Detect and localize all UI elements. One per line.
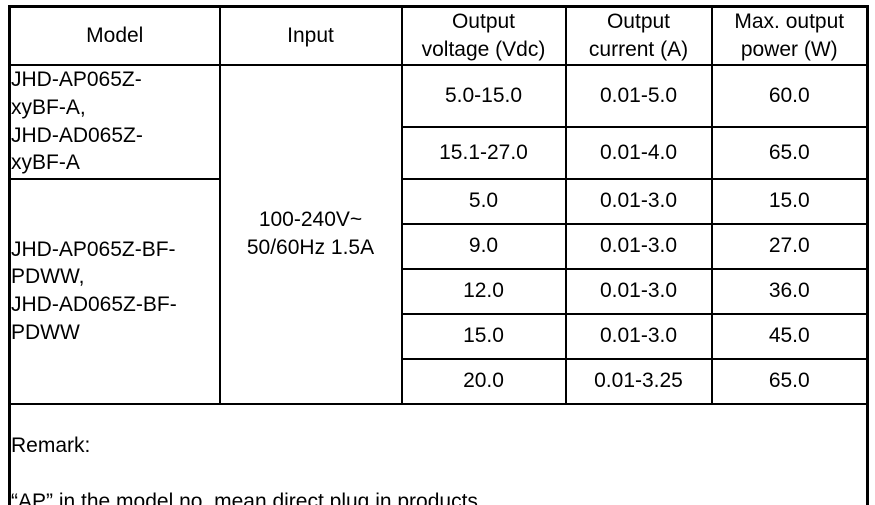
output-current-value: 0.01-3.0 xyxy=(564,312,713,360)
output-voltage-value: 5.0-15.0 xyxy=(400,63,567,128)
column-header-output-current: Output current (A) xyxy=(564,5,713,66)
max-power-value: 60.0 xyxy=(710,63,869,128)
remark-title: Remark: xyxy=(11,434,91,458)
max-power-value: 65.0 xyxy=(710,357,869,405)
input-cell: 100-240V~ 50/60Hz 1.5A xyxy=(218,63,403,405)
table-row: 15.0 0.01-3.0 45.0 xyxy=(10,312,869,360)
column-header-max-output-power: Max. output power (W) xyxy=(710,5,869,66)
max-power-value: 36.0 xyxy=(710,267,869,315)
table-row: 9.0 0.01-3.0 27.0 xyxy=(10,222,869,270)
table-row: JHD-AP065Z- xyBF-A, JHD-AD065Z- xyBF-A 1… xyxy=(8,63,869,405)
remark-line-ap: “AP” in the model no. mean direct plug i… xyxy=(11,489,484,505)
max-power-value: 65.0 xyxy=(710,125,869,180)
table-row: JHD-AP065Z-BF- PDWW, JHD-AD065Z-BF- PDWW… xyxy=(8,177,869,405)
max-power-value: 15.0 xyxy=(710,177,869,225)
output-voltage-value: 15.0 xyxy=(400,312,567,360)
output-voltage-value: 5.0 xyxy=(400,177,567,225)
remark-row: Remark: “AP” in the model no. mean direc… xyxy=(8,402,869,505)
output-current-value: 0.01-3.0 xyxy=(564,267,713,315)
output-voltage-value: 20.0 xyxy=(400,357,567,405)
column-header-model: Model xyxy=(8,5,221,66)
remark-cell: Remark: “AP” in the model no. mean direc… xyxy=(8,402,869,505)
output-current-value: 0.01-5.0 xyxy=(564,63,713,128)
max-power-value: 45.0 xyxy=(710,312,869,360)
table-row: 15.1-27.0 0.01-4.0 65.0 xyxy=(10,125,869,180)
max-power-value: 27.0 xyxy=(710,222,869,270)
model-cell-group2: JHD-AP065Z-BF- PDWW, JHD-AD065Z-BF- PDWW xyxy=(8,177,221,405)
column-header-input: Input xyxy=(218,5,403,66)
power-spec-table: Model Input Output voltage (Vdc) Output … xyxy=(8,5,869,505)
table-row: 20.0 0.01-3.25 65.0 xyxy=(10,357,869,405)
output-current-value: 0.01-3.0 xyxy=(564,222,713,270)
output-current-value: 0.01-3.0 xyxy=(564,177,713,225)
table-header-row: Model Input Output voltage (Vdc) Output … xyxy=(8,5,869,66)
output-current-value: 0.01-3.25 xyxy=(564,357,713,405)
output-voltage-value: 15.1-27.0 xyxy=(400,125,567,180)
output-voltage-value: 9.0 xyxy=(400,222,567,270)
table-row: 12.0 0.01-3.0 36.0 xyxy=(10,267,869,315)
model-cell-group1: JHD-AP065Z- xyBF-A, JHD-AD065Z- xyBF-A xyxy=(8,63,221,180)
column-header-output-voltage: Output voltage (Vdc) xyxy=(400,5,567,66)
output-current-value: 0.01-4.0 xyxy=(564,125,713,180)
output-voltage-value: 12.0 xyxy=(400,267,567,315)
